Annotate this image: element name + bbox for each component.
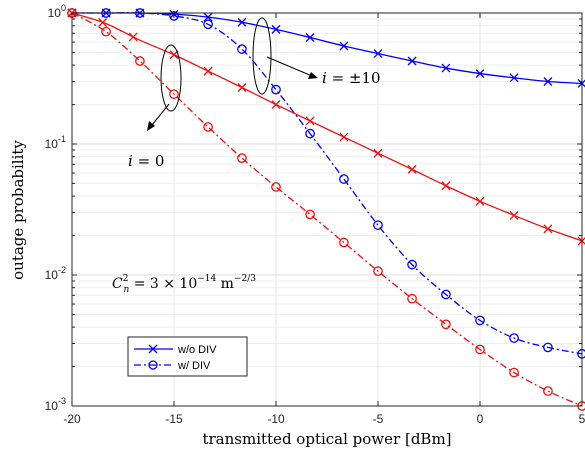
y-tick-label: 100	[48, 3, 66, 20]
data-point-circle	[543, 386, 553, 396]
legend-label-wo-div: w/o DIV	[177, 344, 217, 356]
data-point-circle	[339, 237, 349, 248]
data-point-x	[305, 33, 315, 42]
data-point-circle	[169, 89, 179, 100]
x-axis-label: transmitted optical power [dBm]	[202, 430, 451, 448]
data-point-x	[237, 83, 247, 92]
legend-entry-w-div: w/ DIV	[134, 360, 211, 372]
annotation-i0-arrow	[151, 103, 170, 126]
data-point-x	[407, 164, 417, 174]
annotation-i10-arrow	[266, 56, 313, 77]
data-point-x	[543, 224, 553, 234]
data-point-circle	[407, 293, 417, 304]
data-point-x	[271, 24, 281, 34]
data-point-circle	[475, 344, 485, 355]
annotation-i10-arrowhead	[308, 72, 318, 79]
data-point-circle	[101, 26, 111, 37]
x-tick-label: -10	[267, 412, 285, 426]
series-line	[71, 12, 583, 355]
series-line	[71, 12, 583, 407]
data-point-x	[509, 73, 519, 83]
annotation-i0-label: i = 0	[128, 152, 164, 170]
data-point-circle	[169, 11, 179, 21]
data-point-x	[373, 148, 383, 158]
axes-box	[71, 12, 583, 407]
data-point-circle	[305, 128, 315, 139]
legend-box	[127, 336, 248, 377]
data-point-circle	[509, 333, 519, 343]
x-tick-label: -20	[63, 412, 81, 426]
data-point-circle	[441, 319, 451, 330]
x-tick-label: 0	[477, 412, 484, 426]
annotation-i0: i = 0	[128, 44, 182, 170]
formula-unit: m	[216, 276, 234, 292]
annotation-i10-ellipse	[252, 17, 272, 95]
data-point-x	[203, 66, 213, 76]
data-point-circle	[135, 56, 145, 66]
data-point-x	[339, 132, 349, 142]
data-point-circle	[543, 342, 553, 353]
data-point-x	[407, 56, 417, 66]
data-point-x	[271, 100, 281, 110]
data-point-x	[339, 41, 349, 51]
annotation-i0-ellipse	[160, 44, 182, 112]
legend-circle-marker-icon	[148, 360, 158, 370]
formula-unit-exponent: −2/3	[234, 274, 256, 284]
tick-layer: -20 -15 -10 -5 0 5 10-3 10-2 10-1 100	[45, 3, 585, 426]
annotation-i0-arrowhead	[147, 121, 155, 131]
data-point-x	[475, 69, 485, 79]
data-point-circle	[509, 367, 519, 378]
grid-lines	[72, 13, 582, 406]
x-tick-label: -15	[165, 412, 183, 426]
formula-superscript: 2	[123, 274, 129, 284]
legend-entry-wo-div: w/o DIV	[134, 344, 217, 356]
formula-middle: = 3 × 10	[129, 276, 197, 292]
legend-x-marker-icon	[148, 344, 158, 354]
y-tick-label: 10-1	[45, 134, 66, 151]
data-point-circle	[271, 182, 281, 192]
legend-label-w-div: w/ DIV	[177, 360, 211, 372]
data-point-x	[441, 181, 451, 191]
data-point-circle	[441, 289, 451, 300]
data-point-circle	[339, 174, 349, 184]
data-point-x	[237, 17, 247, 27]
data-point-x	[441, 63, 451, 73]
y-tick-label: 10-2	[45, 265, 66, 282]
data-point-circle	[373, 266, 383, 277]
data-point-circle	[271, 84, 281, 95]
data-point-x	[305, 116, 315, 126]
data-point-x	[543, 77, 553, 86]
data-point-circle	[237, 153, 247, 163]
series-line	[71, 12, 583, 242]
data-point-x	[509, 210, 519, 220]
legend: w/o DIV w/ DIV	[127, 336, 248, 377]
data-point-x	[169, 50, 179, 60]
data-point-x	[128, 32, 138, 42]
data-point-circle	[305, 209, 315, 220]
svg-text:C2n = 3 × 10−14 m−2/3: C2 n = 3 × 10−14 m−2/3	[112, 274, 256, 295]
data-point-x	[373, 49, 383, 59]
formula-exponent: −14	[197, 274, 216, 284]
data-point-circle	[203, 122, 213, 132]
formula-subscript: n	[123, 285, 129, 295]
data-point-x	[203, 12, 213, 22]
formula-symbol: C	[112, 276, 123, 292]
x-tick-label: 5	[579, 412, 585, 426]
data-point-circle	[475, 315, 485, 326]
turbulence-formula: C2 n = 3 × 10−14 m−2/3	[112, 274, 256, 295]
annotation-i10: i = ±10	[252, 17, 381, 95]
y-axis-label: outage probability	[9, 140, 27, 280]
data-point-x	[98, 18, 108, 27]
data-point-circle	[237, 44, 247, 54]
data-point-circle	[373, 220, 383, 231]
y-tick-label: 10-3	[45, 396, 66, 413]
annotation-i10-label: i = ±10	[322, 69, 381, 87]
data-point-x	[475, 196, 485, 206]
data-point-circle	[407, 259, 417, 270]
data-point-circle	[203, 19, 213, 30]
x-tick-label: -5	[373, 412, 384, 426]
